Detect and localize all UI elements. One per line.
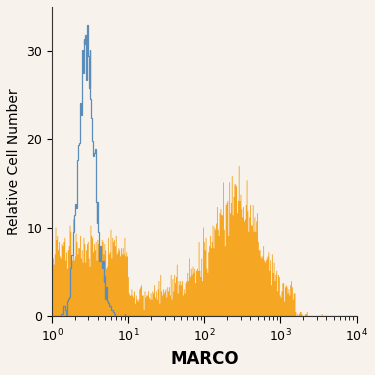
X-axis label: MARCO: MARCO — [170, 350, 238, 368]
Polygon shape — [52, 166, 357, 316]
Y-axis label: Relative Cell Number: Relative Cell Number — [7, 88, 21, 235]
